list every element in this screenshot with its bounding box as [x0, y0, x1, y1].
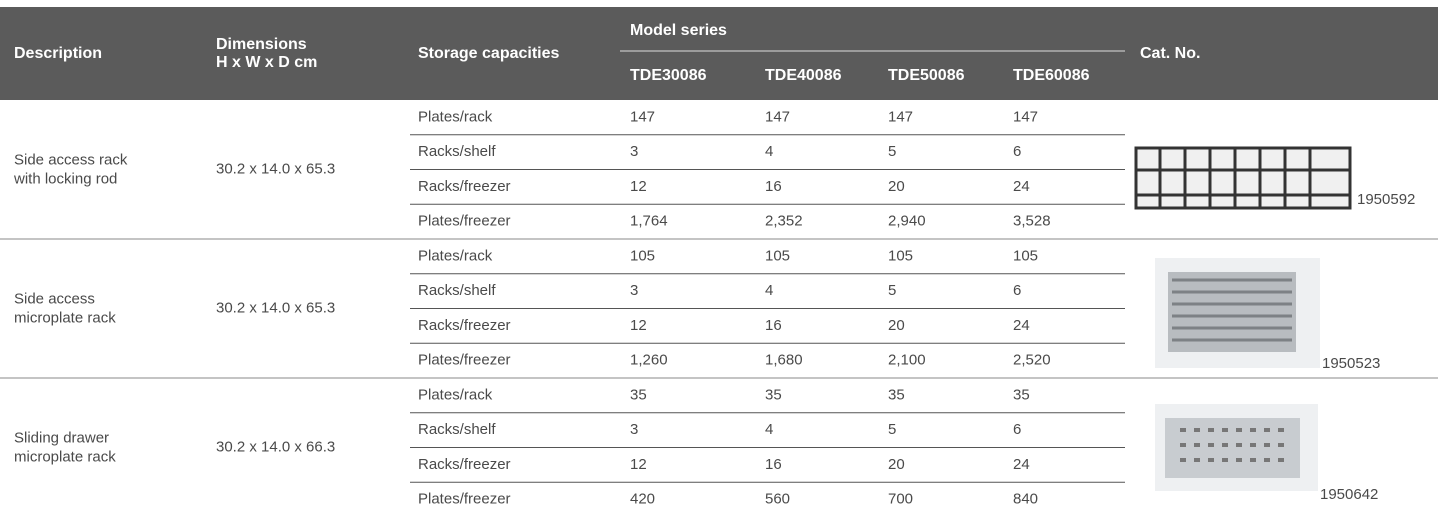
cell: 3 [630, 282, 638, 299]
row-label: Plates/freezer [418, 491, 511, 508]
cell: 105 [1013, 247, 1038, 264]
cell: 4 [765, 143, 773, 160]
cell: 2,940 [888, 213, 926, 230]
cell: 147 [888, 108, 913, 125]
description: Sliding drawer [14, 429, 109, 446]
cell: 4 [765, 421, 773, 438]
cell: 3 [630, 421, 638, 438]
cell: 560 [765, 491, 790, 508]
cell: 840 [1013, 491, 1038, 508]
cell: 420 [630, 491, 655, 508]
cell: 147 [630, 108, 655, 125]
cell: 1,680 [765, 352, 803, 369]
cat-no: 1950642 [1320, 486, 1378, 503]
cat-no: 1950592 [1357, 191, 1415, 208]
cell: 147 [765, 108, 790, 125]
description: with locking rod [13, 170, 117, 187]
cell: 4 [765, 282, 773, 299]
cell: 1,764 [630, 213, 668, 230]
header-storage: Storage capacities [418, 45, 560, 62]
cell: 20 [888, 456, 905, 473]
cell: 3 [630, 143, 638, 160]
cell: 24 [1013, 178, 1030, 195]
cell: 35 [630, 386, 647, 403]
description: Side access [14, 290, 95, 307]
header-cat-no: Cat. No. [1140, 45, 1200, 62]
cell: 147 [1013, 108, 1038, 125]
row-label: Plates/freezer [418, 352, 511, 369]
cell: 105 [888, 247, 913, 264]
header-model-series: Model series [630, 22, 727, 39]
rack-image [1155, 404, 1318, 491]
cell: 700 [888, 491, 913, 508]
rack-image [1136, 148, 1350, 208]
row-label: Racks/freezer [418, 178, 511, 195]
cell: 2,352 [765, 213, 803, 230]
cell: 35 [888, 386, 905, 403]
cell: 6 [1013, 421, 1021, 438]
row-label: Plates/rack [418, 386, 493, 403]
cell: 2,520 [1013, 352, 1051, 369]
cell: 5 [888, 282, 896, 299]
header-model: TDE60086 [1013, 67, 1090, 84]
row-label: Plates/freezer [418, 213, 511, 230]
header-description: Description [14, 45, 102, 62]
rack-image [1155, 258, 1320, 368]
dimensions: 30.2 x 14.0 x 66.3 [216, 438, 335, 455]
cell: 16 [765, 317, 782, 334]
cell: 105 [765, 247, 790, 264]
header-dimensions-unit: H x W x D cm [216, 54, 317, 71]
row-label: Racks/shelf [418, 143, 496, 160]
header-model: TDE40086 [765, 67, 842, 84]
cell: 16 [765, 456, 782, 473]
cell: 1,260 [630, 352, 668, 369]
row-label: Racks/shelf [418, 282, 496, 299]
cell: 3,528 [1013, 213, 1051, 230]
cell: 24 [1013, 317, 1030, 334]
row-label: Plates/rack [418, 108, 493, 125]
cell: 5 [888, 421, 896, 438]
row-label: Racks/freezer [418, 456, 511, 473]
page: Description Dimensions H x W x D cm Stor… [0, 0, 1438, 520]
row-label: Plates/rack [418, 247, 493, 264]
description: Side access rack [14, 151, 128, 168]
dimensions: 30.2 x 14.0 x 65.3 [216, 160, 335, 177]
cell: 105 [630, 247, 655, 264]
dimensions: 30.2 x 14.0 x 65.3 [216, 299, 335, 316]
cell: 12 [630, 456, 647, 473]
description: microplate rack [14, 309, 116, 326]
cell: 24 [1013, 456, 1030, 473]
cell: 16 [765, 178, 782, 195]
cell: 12 [630, 317, 647, 334]
cell: 20 [888, 178, 905, 195]
row-label: Racks/shelf [418, 421, 496, 438]
cell: 6 [1013, 143, 1021, 160]
row-label: Racks/freezer [418, 317, 511, 334]
header-model: TDE30086 [630, 67, 707, 84]
cell: 6 [1013, 282, 1021, 299]
cell: 2,100 [888, 352, 926, 369]
cell: 5 [888, 143, 896, 160]
header-model: TDE50086 [888, 67, 965, 84]
header-dimensions: Dimensions [216, 36, 307, 53]
cell: 35 [765, 386, 782, 403]
cell: 12 [630, 178, 647, 195]
table: Description Dimensions H x W x D cm Stor… [0, 0, 1438, 520]
cat-no: 1950523 [1322, 355, 1380, 372]
cell: 20 [888, 317, 905, 334]
cell: 35 [1013, 386, 1030, 403]
description: microplate rack [14, 448, 116, 465]
